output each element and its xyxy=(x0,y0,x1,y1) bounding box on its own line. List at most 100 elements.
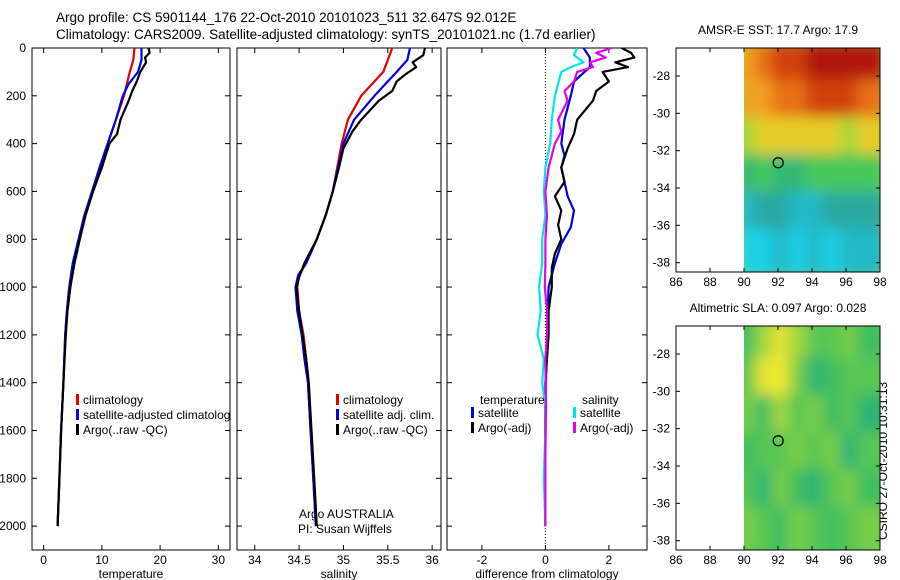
y-tick-label: 1000 xyxy=(0,280,26,294)
legend-swatch xyxy=(76,394,79,405)
map-title: Altimetric SLA: 0.097 Argo: 0.028 xyxy=(690,301,867,315)
profile-panel-2: 34 34.5 35 35.5 36 salinity xyxy=(236,47,442,580)
lat-tick-label: -38 xyxy=(653,256,671,270)
legend-label: Argo(-adj) xyxy=(478,421,531,435)
x-tick-label: 20 xyxy=(153,553,167,567)
lon-tick-label: 86 xyxy=(669,275,683,289)
heatmap-cell xyxy=(857,228,880,272)
lon-tick-label: 92 xyxy=(771,275,785,289)
lat-tick-label: -34 xyxy=(653,459,671,473)
y-tick-label: 1400 xyxy=(0,376,26,390)
legend-label: satellite xyxy=(478,406,519,420)
series-line-salinity-satellite xyxy=(536,48,585,527)
x-tick-label: 34 xyxy=(248,553,262,567)
lat-tick-label: -38 xyxy=(653,534,671,548)
legend-label: satellite-adjusted climatology xyxy=(83,408,236,422)
x-tick-label: 30 xyxy=(212,553,226,567)
lon-tick-label: 90 xyxy=(737,275,751,289)
lon-tick-label: 98 xyxy=(873,275,887,289)
legend-label: Argo(..raw -QC) xyxy=(83,423,168,437)
legend-swatch xyxy=(471,407,474,418)
x-tick-label: 2 xyxy=(606,553,613,567)
y-tick-label: 0 xyxy=(19,41,26,55)
lat-tick-label: -30 xyxy=(653,384,671,398)
lat-tick-label: -36 xyxy=(653,496,671,510)
heatmap-cell xyxy=(857,394,880,444)
legend-label: Argo(..raw -QC) xyxy=(343,423,428,437)
lon-tick-label: 90 xyxy=(737,553,751,567)
x-tick-label: 35.5 xyxy=(376,553,400,567)
argo-position-marker xyxy=(772,435,784,447)
heatmap-field xyxy=(744,48,880,272)
y-tick-label: 600 xyxy=(6,184,26,198)
argo-position-marker xyxy=(772,157,784,169)
legend-swatch xyxy=(336,409,339,420)
heatmap-cell xyxy=(857,469,880,519)
series-line-argo-raw-qc- xyxy=(295,48,427,527)
lon-tick-label: 88 xyxy=(703,275,717,289)
legend-swatch xyxy=(76,424,79,435)
lat-tick-label: -28 xyxy=(653,69,671,83)
legend-group-title: temperature xyxy=(480,393,545,407)
legend-label: climatology xyxy=(343,393,403,407)
series-line-temperature-argo-adj- xyxy=(544,48,636,527)
y-tick-label: 1200 xyxy=(0,328,26,342)
heatmap-cells xyxy=(744,326,880,550)
map-panel-1: 86 88 90 92 94 96 98 -28 -30 -32 -34 -36 -38 AMSR-E S… xyxy=(653,23,887,289)
legend-swatch xyxy=(336,424,339,435)
heatmap-cells xyxy=(744,48,880,272)
legend-difference: temperaturesatelliteArgo(-adj)salinitysa… xyxy=(471,393,633,435)
y-tick-label: 400 xyxy=(6,137,26,151)
plot-frame xyxy=(31,47,231,551)
heatmap-cell xyxy=(857,506,880,550)
chart-title-line-1: Argo profile: CS 5901144_176 22-Oct-2010… xyxy=(56,10,517,25)
lon-tick-label: 96 xyxy=(839,275,853,289)
heatmap-field xyxy=(744,326,880,550)
legend-label: satellite xyxy=(580,406,621,420)
legend-swatch xyxy=(471,422,474,433)
heatmap-cell xyxy=(857,154,880,204)
x-tick-label: 35 xyxy=(337,553,351,567)
legend-group-title: salinity xyxy=(582,393,619,407)
legend-swatch xyxy=(573,422,576,433)
heatmap-cell xyxy=(857,116,880,166)
lon-tick-label: 92 xyxy=(771,553,785,567)
chart-title-line-2: Climatology: CARS2009. Satellite-adjuste… xyxy=(56,27,596,42)
y-tick-label: 800 xyxy=(6,232,26,246)
x-axis-label: difference from climatology xyxy=(475,567,618,580)
heatmap-cell xyxy=(857,191,880,241)
pi-annotation: PI: Susan Wijffels xyxy=(298,522,392,536)
lon-tick-label: 88 xyxy=(703,553,717,567)
y-tick-label: 1800 xyxy=(0,471,26,485)
x-tick-label: 36 xyxy=(425,553,439,567)
legend-swatch xyxy=(336,394,339,405)
plot-frame xyxy=(236,47,442,551)
lat-tick-label: -32 xyxy=(653,422,671,436)
lon-tick-label: 94 xyxy=(805,275,819,289)
lat-tick-label: -28 xyxy=(653,347,671,361)
heatmap-cell xyxy=(857,432,880,482)
profile-panel-1: 0 10 20 30 0 200 400 600 800 1000 1200 1400 1600 1800… xyxy=(0,41,231,580)
y-tick-label: 200 xyxy=(6,89,26,103)
legend-swatch xyxy=(573,407,576,418)
legend-label: Argo(-adj) xyxy=(580,421,633,435)
heatmap-cell xyxy=(857,79,880,129)
legend-label: climatology xyxy=(83,393,143,407)
series-line-salinity-argo-adj- xyxy=(543,48,613,527)
lat-tick-label: -36 xyxy=(653,218,671,232)
map-panel-2: 86 88 90 92 94 96 98 -28 -30 -32 -34 -36 -38 Altimetr… xyxy=(653,301,887,567)
x-axis-label: salinity xyxy=(321,567,358,580)
x-tick-label: 0 xyxy=(542,553,549,567)
heatmap-cell xyxy=(857,357,880,407)
lat-tick-label: -34 xyxy=(653,181,671,195)
y-tick-label: 1600 xyxy=(0,423,26,437)
x-tick-label: 34.5 xyxy=(287,553,311,567)
x-tick-label: -2 xyxy=(477,553,488,567)
map-title: AMSR-E SST: 17.7 Argo: 17.9 xyxy=(698,23,858,37)
lat-tick-label: -32 xyxy=(653,144,671,158)
x-axis-label: temperature xyxy=(99,567,164,580)
